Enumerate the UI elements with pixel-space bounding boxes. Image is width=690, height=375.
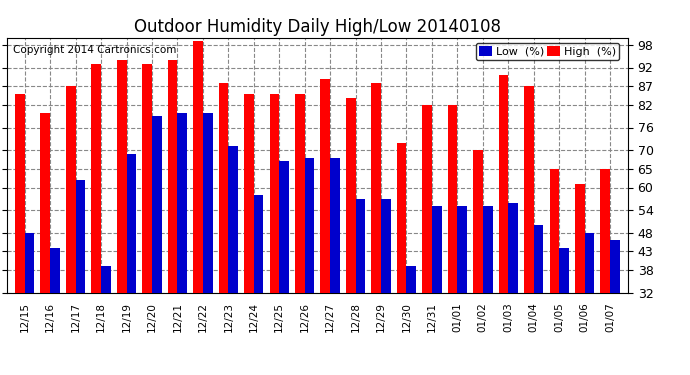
Bar xyxy=(473,150,483,375)
Bar xyxy=(600,169,610,375)
Bar xyxy=(355,199,365,375)
Bar xyxy=(50,248,60,375)
Bar xyxy=(41,112,50,375)
Bar xyxy=(305,158,315,375)
Bar xyxy=(483,206,493,375)
Bar xyxy=(499,75,509,375)
Bar xyxy=(575,184,584,375)
Bar xyxy=(228,146,238,375)
Bar xyxy=(76,180,86,375)
Bar xyxy=(168,60,177,375)
Bar xyxy=(177,112,187,375)
Bar xyxy=(330,158,339,375)
Bar xyxy=(126,154,136,375)
Bar xyxy=(91,64,101,375)
Bar xyxy=(559,248,569,375)
Bar xyxy=(397,142,406,375)
Bar xyxy=(101,266,110,375)
Bar xyxy=(15,94,25,375)
Bar xyxy=(509,202,518,375)
Bar xyxy=(117,60,126,375)
Bar xyxy=(254,195,264,375)
Bar xyxy=(524,86,534,375)
Bar xyxy=(193,41,203,375)
Bar xyxy=(406,266,416,375)
Bar xyxy=(346,98,355,375)
Bar xyxy=(279,161,289,375)
Bar xyxy=(244,94,254,375)
Bar xyxy=(25,232,34,375)
Bar xyxy=(66,86,76,375)
Bar xyxy=(584,232,594,375)
Bar xyxy=(534,225,544,375)
Bar xyxy=(152,116,161,375)
Text: Copyright 2014 Cartronics.com: Copyright 2014 Cartronics.com xyxy=(13,45,177,55)
Bar xyxy=(610,240,620,375)
Bar xyxy=(381,199,391,375)
Bar xyxy=(549,169,559,375)
Bar xyxy=(219,82,228,375)
Bar xyxy=(422,105,432,375)
Title: Outdoor Humidity Daily High/Low 20140108: Outdoor Humidity Daily High/Low 20140108 xyxy=(134,18,501,36)
Bar xyxy=(448,105,457,375)
Bar xyxy=(270,94,279,375)
Bar xyxy=(295,94,305,375)
Legend: Low  (%), High  (%): Low (%), High (%) xyxy=(475,43,619,60)
Bar xyxy=(432,206,442,375)
Bar xyxy=(203,112,213,375)
Bar xyxy=(142,64,152,375)
Bar xyxy=(457,206,467,375)
Bar xyxy=(371,82,381,375)
Bar xyxy=(320,79,330,375)
